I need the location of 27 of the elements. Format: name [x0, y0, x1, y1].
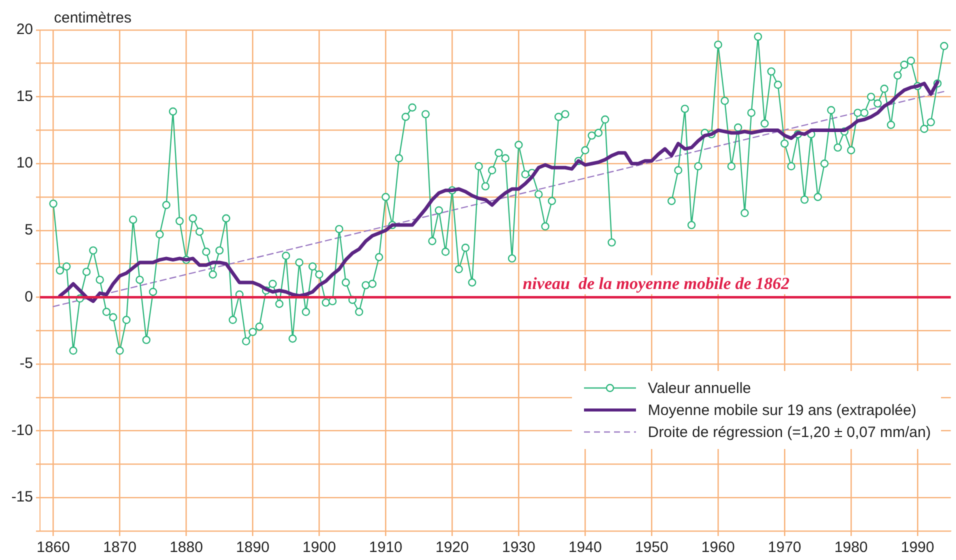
x-tick-label: 1980: [834, 539, 868, 556]
x-tick-label: 1910: [369, 539, 402, 556]
y-tick-label: 10: [16, 154, 33, 172]
x-tick-label: 1900: [302, 539, 336, 556]
y-axis-title: centimètres: [54, 10, 132, 27]
x-tick-label: 1860: [36, 539, 70, 556]
x-tick-label: 1930: [502, 539, 536, 556]
legend-label: Moyenne mobile sur 19 ans (extrapolée): [648, 402, 916, 418]
x-tick-label: 1880: [170, 539, 203, 556]
y-tick-label: -5: [20, 355, 33, 372]
ref-line-label: niveau de la moyenne mobile de 1862: [522, 274, 790, 294]
x-tick-label: 1870: [103, 539, 136, 556]
legend-label: Valeur annuelle: [648, 380, 751, 396]
x-tick-label: 1940: [568, 539, 602, 556]
y-tick-label: 20: [16, 21, 33, 38]
y-tick-label: -10: [11, 422, 33, 439]
x-tick-label: 1920: [436, 539, 469, 556]
x-tick-label: 1960: [701, 539, 735, 556]
x-tick-label: 1970: [768, 539, 802, 556]
x-tick-label: 1950: [634, 539, 668, 556]
legend-label: Droite de régression (=1,20 ± 0,07 mm/an): [648, 424, 931, 440]
y-tick-label: -15: [11, 488, 33, 506]
x-tick-label: 1890: [236, 539, 270, 556]
y-tick-label: 5: [24, 222, 33, 239]
y-tick-label: 0: [24, 288, 33, 306]
x-tick-label: 1990: [900, 539, 934, 556]
y-tick-label: 15: [16, 88, 33, 105]
